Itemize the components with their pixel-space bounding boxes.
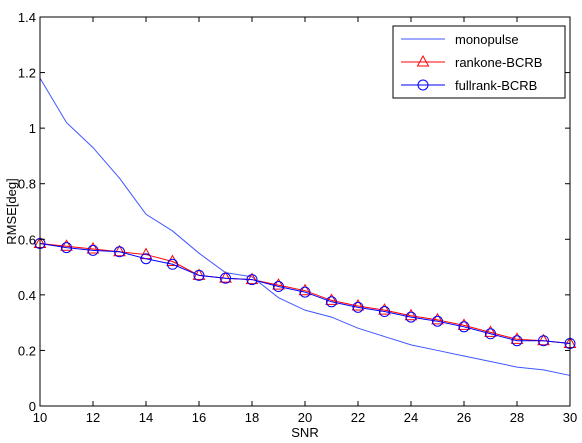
legend-label: rankone-BCRB: [455, 55, 542, 70]
legend-label: fullrank-BCRB: [455, 78, 537, 93]
legend: monopulse rankone-BCRB fullrank-BCRB: [392, 25, 566, 99]
x-tick-label: 10: [33, 410, 47, 425]
data-point: [193, 269, 205, 281]
y-tick-label: 0.8: [18, 177, 36, 192]
x-tick-label: 24: [404, 410, 418, 425]
data-point: [431, 312, 444, 325]
x-tick-label: 30: [563, 410, 577, 425]
data-point: [114, 246, 125, 258]
data-point: [351, 298, 365, 311]
legend-label: monopulse: [455, 32, 519, 47]
x-tick-label: 22: [351, 410, 365, 425]
legend-item-rankone-BCRB: rankone-BCRB: [401, 54, 542, 70]
data-point: [87, 244, 99, 256]
y-tick-label: 1: [29, 121, 36, 136]
series-line-fullrank-BCRB: [39, 242, 571, 344]
data-point: [298, 283, 312, 296]
data-point: [61, 242, 72, 254]
data-point: [457, 318, 471, 330]
data-point: [484, 325, 497, 337]
data-point: [537, 333, 550, 346]
data-point: [246, 274, 258, 286]
data-point: [60, 239, 73, 251]
data-point: [325, 293, 338, 305]
series-monopulse: [39, 77, 571, 376]
data-point: [538, 335, 549, 347]
series-line-rankone-BCRB: [39, 242, 571, 344]
x-axis-label: SNR: [291, 425, 318, 440]
data-point: [167, 258, 178, 270]
y-tick-label: 0.2: [18, 343, 36, 358]
data-point: [272, 278, 285, 290]
data-point: [510, 332, 524, 344]
data-point: [511, 335, 523, 347]
x-tick-label: 20: [298, 410, 312, 425]
data-point: [245, 272, 259, 285]
series-line-monopulse: [39, 77, 571, 376]
data-point: [326, 296, 337, 308]
legend-marker: [416, 54, 430, 67]
data-point: [485, 328, 496, 340]
x-tick-label: 18: [245, 410, 259, 425]
x-tick-label: 28: [510, 410, 524, 425]
data-point: [220, 272, 231, 284]
axes-layer: 10 12 14 16 18 20 22 24 26 28 30 0 0.2 0.4 0.6 0.8 1 1.2 1…: [18, 10, 577, 425]
y-tick-label: 0.4: [18, 288, 36, 303]
data-point: [432, 315, 443, 327]
legend-marker: [417, 79, 429, 91]
data-point: [113, 244, 126, 257]
legend-item-monopulse: monopulse: [401, 32, 519, 47]
data-point: [273, 281, 284, 293]
data-point: [379, 306, 390, 318]
x-tick-label: 26: [457, 410, 471, 425]
x-tick-label: 16: [192, 410, 206, 425]
y-tick-label: 1.4: [18, 10, 36, 25]
series-layer: [33, 77, 577, 376]
data-point: [352, 301, 364, 313]
y-tick-label: 0.6: [18, 232, 36, 247]
data-point: [404, 308, 418, 321]
x-tick-label: 12: [86, 410, 100, 425]
data-point: [405, 311, 417, 323]
data-point: [299, 286, 311, 298]
y-tick-label: 0: [29, 399, 36, 414]
data-point: [140, 253, 152, 265]
y-tick-label: 1.2: [18, 66, 36, 81]
legend-item-fullrank-BCRB: fullrank-BCRB: [401, 78, 537, 93]
data-point: [378, 303, 391, 315]
series-fullrank-BCRB: [34, 237, 576, 349]
data-point: [86, 241, 100, 254]
y-axis-label: RMSE[deg]: [4, 178, 19, 244]
x-tick-label: 14: [139, 410, 153, 425]
data-point: [458, 321, 470, 333]
data-point: [219, 271, 232, 283]
